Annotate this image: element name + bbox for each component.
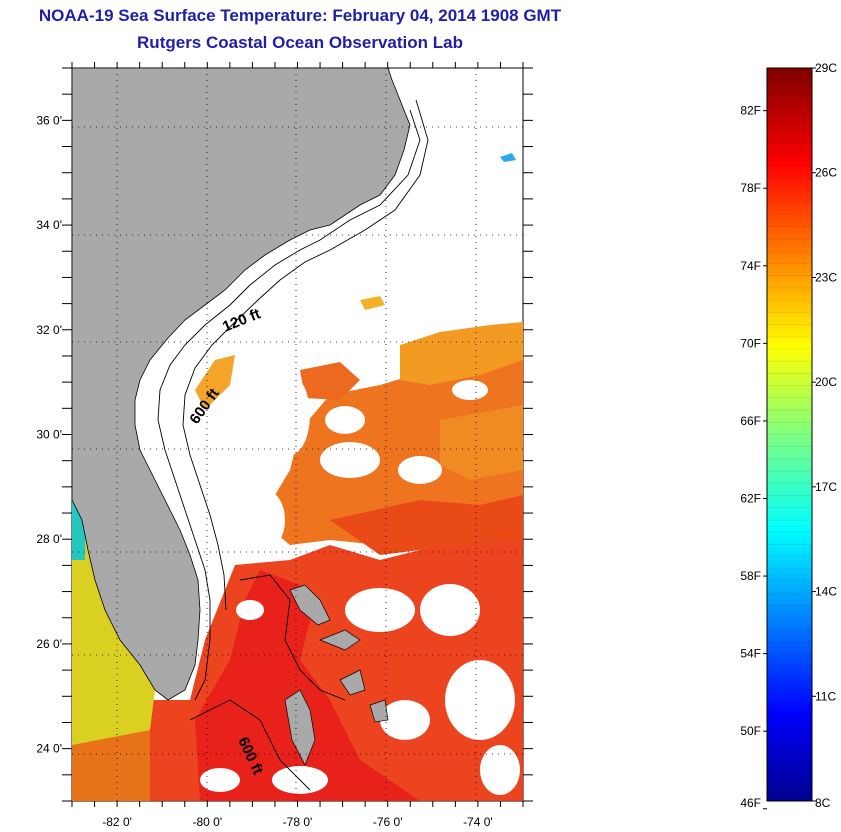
colorbar-celsius-label: 26C bbox=[815, 166, 837, 180]
colorbar-celsius-label: 8C bbox=[815, 796, 831, 810]
lat-tick-label: 28 0' bbox=[36, 532, 62, 546]
longitude-tick-labels: -82 0' -80 0' -78 0' -76 0' -74 0' bbox=[102, 815, 492, 829]
lon-tick-label: -82 0' bbox=[102, 815, 132, 829]
colorbar-fahrenheit-label: 54F bbox=[740, 647, 761, 661]
colorbar-bands bbox=[767, 79, 812, 790]
colorbar-celsius-label: 14C bbox=[815, 585, 837, 599]
lat-tick-label: 34 0' bbox=[36, 218, 62, 232]
colorbar-celsius-label: 29C bbox=[815, 61, 837, 75]
colorbar-fahrenheit-label: 62F bbox=[740, 491, 761, 505]
colorbar-celsius-labels: 29C 26C 23C 20C 17C 14C 11C 8C bbox=[812, 61, 837, 810]
map-title: NOAA-19 Sea Surface Temperature: Februar… bbox=[38, 6, 562, 25]
colorbar-celsius-label: 23C bbox=[815, 270, 837, 284]
colorbar-fahrenheit-label: 74F bbox=[740, 259, 761, 273]
sst-data-layer bbox=[72, 153, 523, 801]
lat-tick-label: 26 0' bbox=[36, 637, 62, 651]
map-subtitle: Rutgers Coastal Ocean Observation Lab bbox=[137, 33, 463, 52]
axis-ticks bbox=[62, 62, 533, 807]
bathymetry-contours bbox=[157, 99, 429, 791]
cloud-mask-layer bbox=[200, 375, 520, 795]
colorbar-celsius-label: 20C bbox=[815, 375, 837, 389]
latitude-tick-labels: 36 0' 34 0' 32 0' 30 0' 28 0' 26 0' 24 0' bbox=[36, 113, 62, 755]
colorbar-fahrenheit-label: 66F bbox=[740, 414, 761, 428]
lat-tick-label: 30 0' bbox=[36, 428, 62, 442]
lon-tick-label: -74 0' bbox=[463, 815, 493, 829]
lon-tick-label: -80 0' bbox=[192, 815, 222, 829]
graticule bbox=[72, 68, 523, 801]
colorbar-celsius-label: 11C bbox=[815, 689, 836, 703]
lat-tick-label: 24 0' bbox=[36, 742, 62, 756]
lat-tick-label: 36 0' bbox=[36, 113, 62, 127]
land-us-coast bbox=[72, 68, 411, 701]
lon-tick-label: -76 0' bbox=[373, 815, 403, 829]
map-content bbox=[72, 68, 523, 801]
lon-tick-label: -78 0' bbox=[283, 815, 313, 829]
colorbar bbox=[766, 67, 813, 802]
colorbar-fahrenheit-label: 58F bbox=[740, 569, 761, 583]
lat-tick-label: 32 0' bbox=[36, 323, 62, 337]
colorbar-fahrenheit-label: 50F bbox=[740, 724, 761, 738]
colorbar-fahrenheit-label: 82F bbox=[740, 104, 761, 118]
colorbar-fahrenheit-labels: 82F 78F 74F 70F 66F 62F 58F 54F 50F 46F bbox=[740, 104, 767, 810]
colorbar-fahrenheit-label: 70F bbox=[740, 336, 761, 350]
colorbar-celsius-label: 17C bbox=[815, 480, 837, 494]
colorbar-fahrenheit-label: 46F bbox=[740, 796, 761, 810]
land-bahamas bbox=[284, 584, 389, 766]
colorbar-fahrenheit-label: 78F bbox=[740, 181, 761, 195]
